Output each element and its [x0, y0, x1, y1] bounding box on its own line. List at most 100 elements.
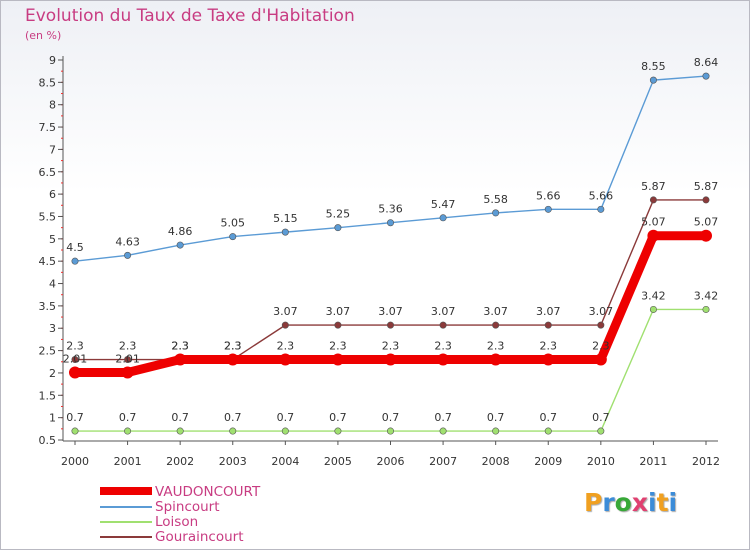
proxiti-logo: Proxiti [584, 488, 677, 517]
data-point-loison [649, 305, 657, 313]
data-label-vaudoncourt: 2.01 [115, 352, 140, 365]
data-point-loison [281, 427, 289, 435]
data-label-gouraincourt: 2.3 [66, 340, 84, 353]
data-point-spincourt [71, 257, 79, 265]
data-label-spincourt: 4.86 [168, 225, 193, 238]
data-label-loison: 0.7 [592, 411, 610, 424]
data-point-loison [439, 427, 447, 435]
y-tick-label: 7 [49, 143, 56, 156]
y-tick-label: 1 [49, 412, 56, 425]
data-point-vaudoncourt [647, 229, 660, 242]
logo-letter: i [668, 488, 678, 517]
y-tick-label: 6.5 [39, 166, 57, 179]
logo-letter: o [614, 488, 632, 517]
data-label-vaudoncourt: 2.01 [63, 352, 88, 365]
data-label-vaudoncourt: 5.07 [694, 216, 719, 229]
data-label-gouraincourt: 3.07 [536, 305, 561, 318]
legend-label-loison: Loison [155, 514, 199, 530]
data-label-loison: 0.7 [329, 411, 347, 424]
y-tick-label: 4.5 [39, 255, 57, 268]
x-tick-label: 2006 [377, 455, 405, 468]
x-tick-label: 2005 [324, 455, 352, 468]
data-point-loison [386, 427, 394, 435]
x-tick-label: 2009 [534, 455, 562, 468]
data-label-vaudoncourt: 2.3 [487, 340, 505, 353]
data-label-spincourt: 5.05 [221, 217, 246, 230]
y-axis-unit: (en %) [25, 29, 62, 42]
data-point-spincourt [649, 76, 657, 84]
data-label-vaudoncourt: 2.3 [540, 340, 558, 353]
x-tick-label: 2001 [114, 455, 142, 468]
data-point-vaudoncourt [279, 353, 292, 366]
data-point-vaudoncourt [594, 353, 607, 366]
data-label-gouraincourt: 3.07 [483, 305, 508, 318]
data-label-gouraincourt: 3.07 [431, 305, 456, 318]
data-label-spincourt: 5.58 [483, 193, 508, 206]
data-label-spincourt: 8.55 [641, 60, 666, 73]
data-label-spincourt: 5.25 [326, 208, 351, 221]
data-point-vaudoncourt [437, 353, 450, 366]
data-label-gouraincourt: 2.3 [224, 340, 242, 353]
legend-swatch-spincourt [100, 506, 152, 508]
data-label-vaudoncourt: 2.3 [277, 340, 295, 353]
data-point-gouraincourt [386, 321, 394, 329]
data-point-loison [229, 427, 237, 435]
data-point-spincourt [334, 224, 342, 232]
logo-letter: i [648, 488, 657, 517]
y-tick-label: 9 [49, 54, 56, 67]
data-label-gouraincourt: 5.87 [694, 180, 719, 193]
data-point-loison [334, 427, 342, 435]
y-tick-label: 8 [49, 99, 56, 112]
data-point-gouraincourt [334, 321, 342, 329]
data-point-gouraincourt [597, 321, 605, 329]
data-label-loison: 0.7 [119, 411, 137, 424]
legend-label-spincourt: Spincourt [155, 499, 220, 515]
x-tick-label: 2010 [587, 455, 615, 468]
data-label-vaudoncourt: 2.3 [434, 340, 452, 353]
data-point-gouraincourt [492, 321, 500, 329]
data-label-gouraincourt: 2.3 [171, 340, 189, 353]
data-point-vaudoncourt [331, 353, 344, 366]
logo-letter: t [656, 488, 669, 517]
y-tick-label: 5 [49, 233, 56, 246]
data-point-gouraincourt [124, 356, 132, 364]
x-tick-label: 2008 [482, 455, 510, 468]
data-point-loison [492, 427, 500, 435]
data-label-loison: 0.7 [382, 411, 400, 424]
x-tick-label: 2007 [429, 455, 457, 468]
y-tick-label: 7.5 [39, 121, 57, 134]
data-point-spincourt [492, 209, 500, 217]
y-tick-label: 0.5 [39, 434, 57, 447]
legend-label-vaudoncourt: VAUDONCOURT [155, 484, 261, 500]
chart-title: Evolution du Taux de Taxe d'Habitation [25, 6, 355, 26]
data-label-gouraincourt: 3.07 [326, 305, 351, 318]
data-point-vaudoncourt [69, 366, 81, 379]
data-label-spincourt: 5.15 [273, 212, 298, 225]
data-label-gouraincourt: 3.07 [378, 305, 403, 318]
data-point-gouraincourt [702, 196, 710, 204]
logo-letter: r [602, 488, 615, 517]
y-tick-label: 5.5 [39, 210, 57, 223]
y-tick-label: 1.5 [39, 389, 57, 402]
data-label-spincourt: 5.66 [589, 189, 614, 202]
x-tick-label: 2004 [271, 455, 299, 468]
data-point-loison [71, 427, 79, 435]
data-label-loison: 0.7 [434, 411, 452, 424]
data-label-loison: 0.7 [277, 411, 295, 424]
data-point-spincourt [702, 72, 710, 80]
data-point-gouraincourt [281, 321, 289, 329]
data-point-loison [176, 427, 184, 435]
data-label-gouraincourt: 5.87 [641, 180, 666, 193]
data-label-vaudoncourt: 2.3 [171, 340, 189, 353]
data-label-spincourt: 4.63 [115, 235, 140, 248]
data-point-gouraincourt [544, 321, 552, 329]
legend-swatch-gouraincourt [100, 536, 152, 538]
data-point-loison [124, 427, 132, 435]
data-point-vaudoncourt [542, 353, 555, 366]
data-point-spincourt [597, 205, 605, 213]
x-tick-label: 2003 [219, 455, 247, 468]
data-label-loison: 0.7 [487, 411, 505, 424]
y-tick-label: 3 [49, 322, 56, 335]
